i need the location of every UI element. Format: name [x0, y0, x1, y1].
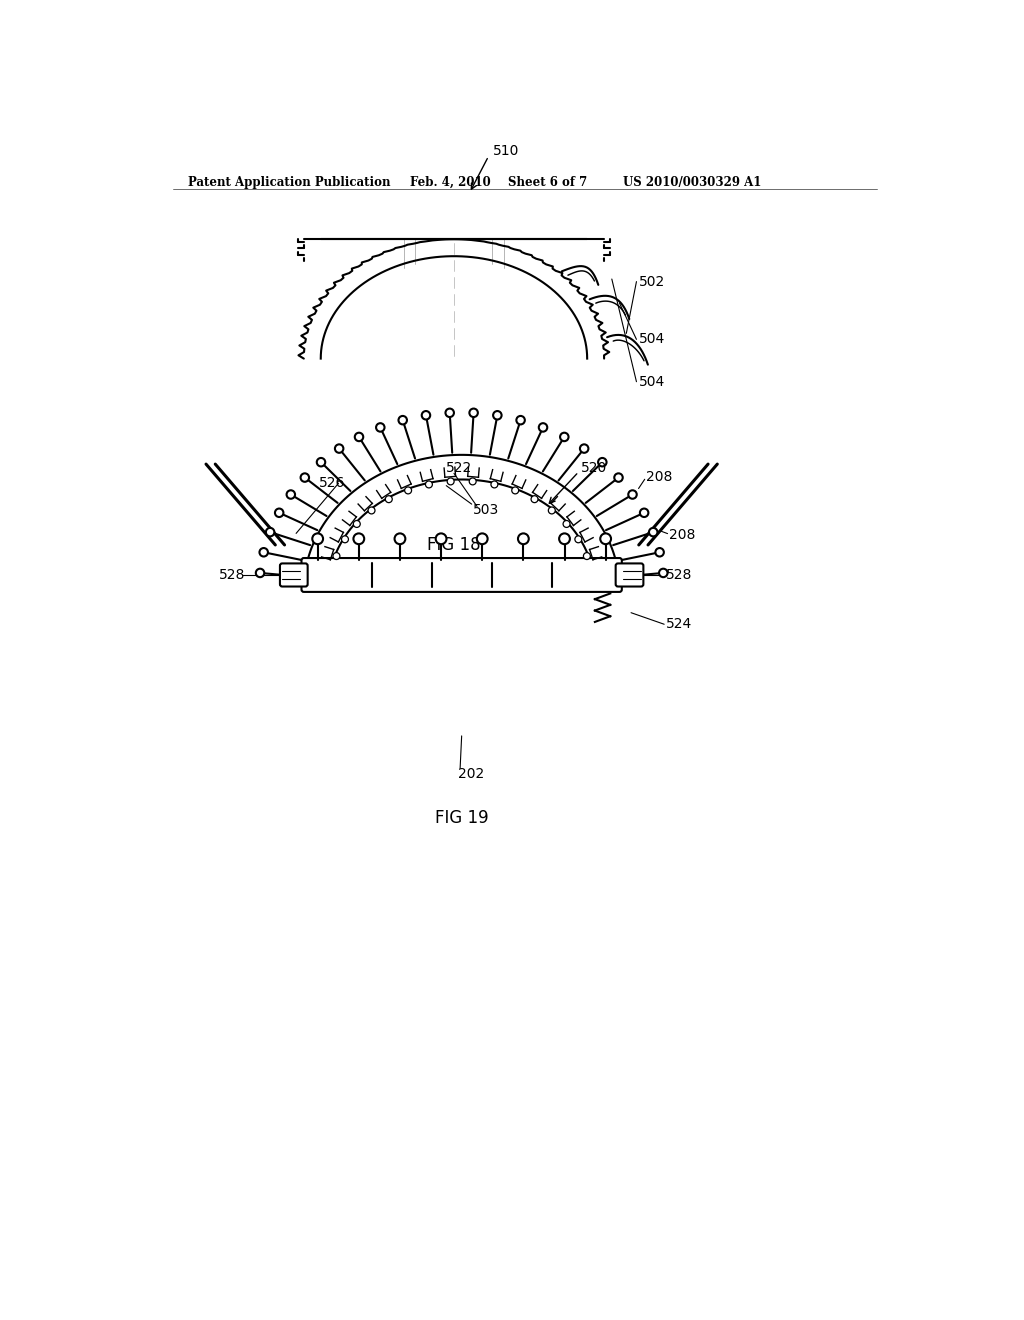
Circle shape [376, 424, 385, 432]
Circle shape [333, 553, 340, 560]
Circle shape [469, 409, 478, 417]
Text: 208: 208 [669, 528, 695, 543]
Circle shape [335, 445, 343, 453]
Circle shape [516, 416, 525, 425]
Circle shape [287, 490, 295, 499]
Text: FIG 19: FIG 19 [435, 809, 488, 828]
Circle shape [598, 458, 606, 466]
Text: 528: 528 [219, 568, 246, 582]
Circle shape [353, 533, 365, 544]
Text: 502: 502 [639, 275, 665, 289]
Text: 208: 208 [646, 470, 673, 484]
Text: Sheet 6 of 7: Sheet 6 of 7 [508, 176, 587, 189]
Circle shape [435, 533, 446, 544]
Circle shape [422, 411, 430, 420]
Circle shape [512, 487, 519, 494]
Circle shape [580, 445, 589, 453]
Circle shape [469, 478, 476, 484]
Circle shape [518, 533, 528, 544]
FancyBboxPatch shape [301, 558, 622, 591]
Circle shape [259, 548, 268, 557]
Circle shape [560, 433, 568, 441]
Text: 522: 522 [446, 461, 472, 475]
Circle shape [256, 569, 264, 577]
Circle shape [312, 533, 323, 544]
Circle shape [655, 548, 664, 557]
Text: 504: 504 [639, 333, 665, 346]
Circle shape [394, 533, 406, 544]
Text: 526: 526 [319, 477, 345, 490]
FancyBboxPatch shape [280, 564, 307, 586]
Circle shape [614, 474, 623, 482]
Circle shape [316, 458, 326, 466]
Circle shape [494, 411, 502, 420]
Circle shape [548, 507, 555, 513]
Circle shape [404, 487, 412, 494]
Text: FIG 18: FIG 18 [427, 536, 481, 553]
Text: 510: 510 [493, 144, 519, 157]
Circle shape [445, 409, 454, 417]
Text: Patent Application Publication: Patent Application Publication [188, 176, 391, 189]
Circle shape [531, 496, 538, 503]
Circle shape [629, 490, 637, 499]
Circle shape [490, 480, 498, 488]
Text: 504: 504 [639, 375, 665, 388]
Text: 520: 520 [581, 461, 607, 475]
Circle shape [600, 533, 611, 544]
Circle shape [584, 553, 591, 560]
Circle shape [342, 536, 348, 543]
Circle shape [425, 480, 432, 488]
FancyBboxPatch shape [615, 564, 643, 586]
Text: Feb. 4, 2010: Feb. 4, 2010 [410, 176, 490, 189]
Circle shape [640, 508, 648, 517]
Circle shape [398, 416, 407, 425]
Circle shape [301, 474, 309, 482]
Circle shape [559, 533, 570, 544]
Text: US 2010/0030329 A1: US 2010/0030329 A1 [624, 176, 762, 189]
Circle shape [539, 424, 547, 432]
Circle shape [368, 507, 375, 513]
Text: 528: 528 [666, 568, 692, 582]
Circle shape [354, 433, 364, 441]
Text: 503: 503 [473, 503, 500, 517]
Circle shape [266, 528, 274, 536]
Text: 202: 202 [458, 767, 484, 781]
Circle shape [275, 508, 284, 517]
Circle shape [649, 528, 657, 536]
Circle shape [659, 569, 668, 577]
Polygon shape [304, 455, 620, 590]
Circle shape [353, 520, 360, 528]
Circle shape [574, 536, 582, 543]
Circle shape [447, 478, 454, 484]
Circle shape [477, 533, 487, 544]
Circle shape [385, 496, 392, 503]
Text: 524: 524 [666, 618, 692, 631]
Circle shape [563, 520, 570, 528]
